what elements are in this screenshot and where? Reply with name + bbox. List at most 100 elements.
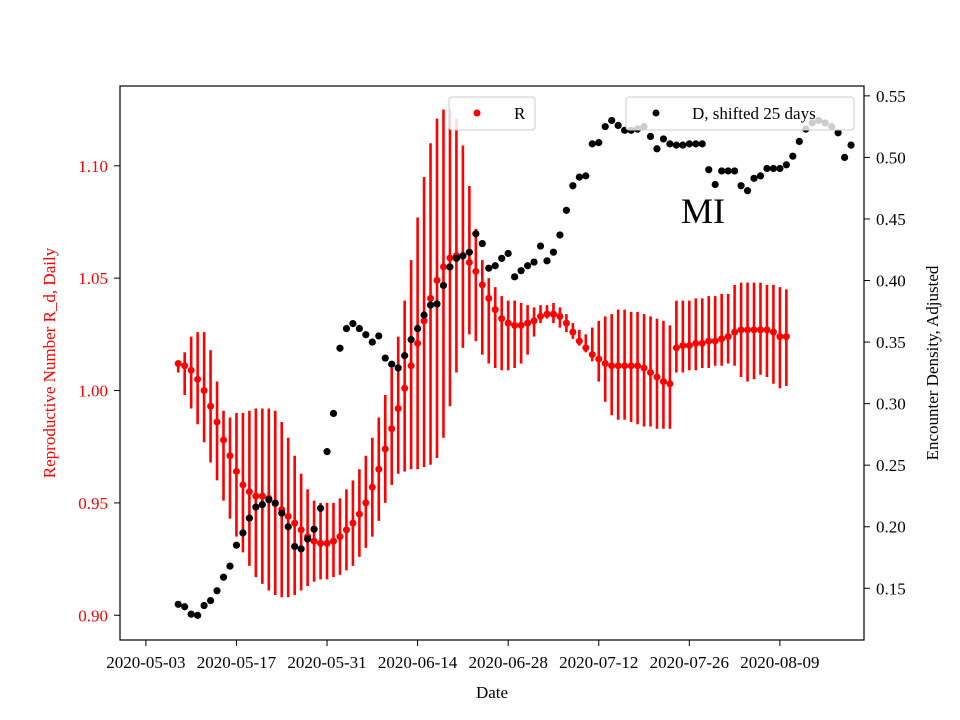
d-point xyxy=(569,182,577,190)
d-point xyxy=(310,525,318,533)
r-point xyxy=(608,362,616,370)
right-y-tick-label: 0.55 xyxy=(876,87,906,106)
r-point xyxy=(627,362,635,370)
d-point xyxy=(426,301,435,309)
r-point xyxy=(763,326,771,334)
d-point xyxy=(284,523,292,531)
r-point xyxy=(692,339,700,347)
r-point xyxy=(414,339,422,347)
r-point xyxy=(355,510,363,518)
d-point xyxy=(692,140,700,148)
r-point xyxy=(737,326,745,334)
r-point xyxy=(588,351,596,359)
d-point xyxy=(226,562,234,570)
r-point xyxy=(666,380,674,388)
d-point xyxy=(769,164,778,173)
legend-d-label: D, shifted 25 days xyxy=(692,104,816,123)
d-point xyxy=(782,161,790,169)
r-point xyxy=(323,539,331,547)
d-point xyxy=(200,601,208,610)
d-point xyxy=(498,254,506,262)
r-point xyxy=(530,317,538,325)
r-point xyxy=(245,488,253,496)
d-point xyxy=(368,338,376,346)
x-axis: 2020-05-03 2020-05-17 2020-05-31 2020-06-14… xyxy=(106,640,820,672)
r-point xyxy=(349,519,357,527)
x-tick-label: 2020-07-26 xyxy=(650,653,729,672)
r-point xyxy=(491,306,499,314)
d-point xyxy=(258,500,266,509)
r-point xyxy=(498,315,506,323)
right-y-tick-label: 0.50 xyxy=(876,148,906,167)
d-point xyxy=(252,503,260,511)
r-point xyxy=(601,360,609,368)
r-point xyxy=(342,526,350,534)
d-point xyxy=(407,336,415,344)
d-point xyxy=(452,254,461,262)
left-y-axis: 0.90 0.95 1.00 1.05 1.10 xyxy=(78,157,120,625)
r-point xyxy=(595,355,603,363)
x-tick-label: 2020-05-17 xyxy=(197,653,277,672)
r-point xyxy=(232,467,240,475)
d-point xyxy=(465,248,473,256)
r-point xyxy=(174,360,182,368)
d-point xyxy=(582,172,590,180)
d-point xyxy=(588,140,596,148)
legend-r: R xyxy=(448,96,536,131)
d-point xyxy=(646,132,655,141)
r-point xyxy=(653,373,661,381)
d-point xyxy=(265,496,273,504)
legend-d: D, shifted 25 days xyxy=(625,96,855,131)
r-point xyxy=(401,384,409,392)
d-point xyxy=(316,504,325,512)
r-point xyxy=(537,312,545,320)
d-point xyxy=(213,587,221,595)
d-point xyxy=(485,264,493,272)
x-tick-label: 2020-06-14 xyxy=(378,653,458,672)
left-y-tick-label: 1.10 xyxy=(78,157,108,176)
d-point xyxy=(530,258,538,266)
left-y-tick-label: 0.95 xyxy=(78,494,108,513)
right-y-tick-label: 0.30 xyxy=(876,395,906,414)
r-point xyxy=(504,319,512,327)
d-point xyxy=(271,499,279,507)
d-point xyxy=(795,137,803,145)
d-point xyxy=(659,135,668,143)
d-point xyxy=(511,273,519,281)
r-point xyxy=(194,375,202,383)
r-point xyxy=(776,333,784,341)
d-point xyxy=(666,140,674,148)
left-y-tick-label: 1.00 xyxy=(78,382,108,401)
r-point xyxy=(291,519,299,527)
d-point xyxy=(672,141,680,149)
d-point xyxy=(304,535,312,543)
d-point xyxy=(439,281,448,290)
d-point xyxy=(446,263,454,271)
d-point xyxy=(472,230,480,238)
d-point xyxy=(414,324,422,333)
r-point xyxy=(446,254,454,262)
r-point xyxy=(582,344,590,352)
d-point xyxy=(743,187,752,195)
r-point xyxy=(711,337,719,345)
legend-r-label: R xyxy=(514,104,526,123)
r-point xyxy=(614,362,622,370)
r-point xyxy=(679,342,687,350)
r-point xyxy=(485,294,493,302)
d-point xyxy=(614,121,622,129)
r-point xyxy=(252,492,260,500)
d-point xyxy=(323,448,331,456)
x-tick-label: 2020-05-31 xyxy=(287,653,366,672)
d-point xyxy=(329,409,338,418)
r-point xyxy=(543,310,551,318)
r-point xyxy=(562,319,570,327)
legend-r-marker xyxy=(473,109,481,117)
right-y-tick-label: 0.40 xyxy=(876,272,906,291)
d-point xyxy=(705,166,713,174)
d-point xyxy=(763,164,771,173)
d-point xyxy=(549,248,558,256)
d-point xyxy=(355,324,363,333)
r-point xyxy=(672,344,680,352)
d-point xyxy=(711,180,719,189)
r-point xyxy=(239,481,247,489)
